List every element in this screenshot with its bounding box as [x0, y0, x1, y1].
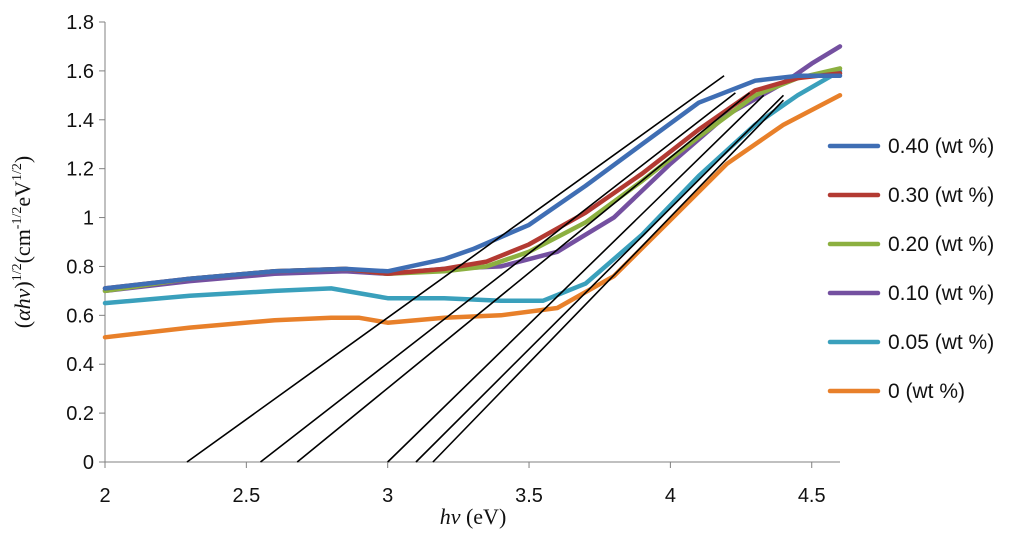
tangent-line — [415, 94, 785, 463]
x-tick-label: 4.5 — [798, 485, 826, 507]
tangent-line — [259, 92, 736, 463]
y-axis: 0 0.2 0.4 0.6 0.8 1 1.2 1.4 1.6 1.8 — [66, 12, 106, 474]
legend-label: 0.20 (wt %) — [888, 233, 994, 256]
legend-label: 0.05 (wt %) — [888, 331, 994, 354]
y-tick-label: 1.4 — [66, 110, 94, 132]
legend-label: 0.40 (wt %) — [888, 135, 994, 158]
y-tick-label: 0.6 — [66, 305, 94, 327]
x-tick-label: 2.5 — [232, 485, 260, 507]
y-axis-title: (αhv)1/2(cm-1/2eV1/2) — [10, 156, 35, 329]
y-tick-label: 0 — [83, 452, 94, 474]
x-axis: 2 2.5 3 3.5 4 4.5 — [99, 461, 840, 507]
y-tick-label: 1.8 — [66, 12, 94, 34]
legend-label: 0.10 (wt %) — [888, 282, 994, 305]
x-axis-title: hv (eV) — [440, 504, 507, 529]
tangent-line — [387, 94, 765, 463]
legend: 0.40 (wt %) 0.30 (wt %) 0.20 (wt %) 0.10 (w… — [827, 135, 994, 403]
y-tick-label: 0.4 — [66, 354, 94, 376]
y-tick-label: 0.2 — [66, 403, 94, 425]
legend-label: 0 (wt %) — [888, 380, 965, 403]
series-group — [102, 44, 843, 340]
series-line — [102, 44, 843, 294]
tangent-line — [296, 92, 751, 463]
x-tick-label: 2 — [99, 485, 110, 507]
x-tick-label: 3.5 — [515, 485, 543, 507]
tangent-line — [432, 99, 785, 463]
tangent-line — [186, 75, 725, 463]
y-tick-label: 0.8 — [66, 256, 94, 278]
tangent-lines — [186, 75, 785, 463]
x-tick-label: 4 — [665, 485, 676, 507]
x-tick-label: 3 — [382, 485, 393, 507]
y-tick-label: 1 — [83, 208, 94, 230]
y-tick-label: 1.2 — [66, 159, 94, 181]
y-tick-label: 1.6 — [66, 61, 94, 83]
legend-label: 0.30 (wt %) — [888, 184, 994, 207]
series-line — [102, 93, 843, 340]
